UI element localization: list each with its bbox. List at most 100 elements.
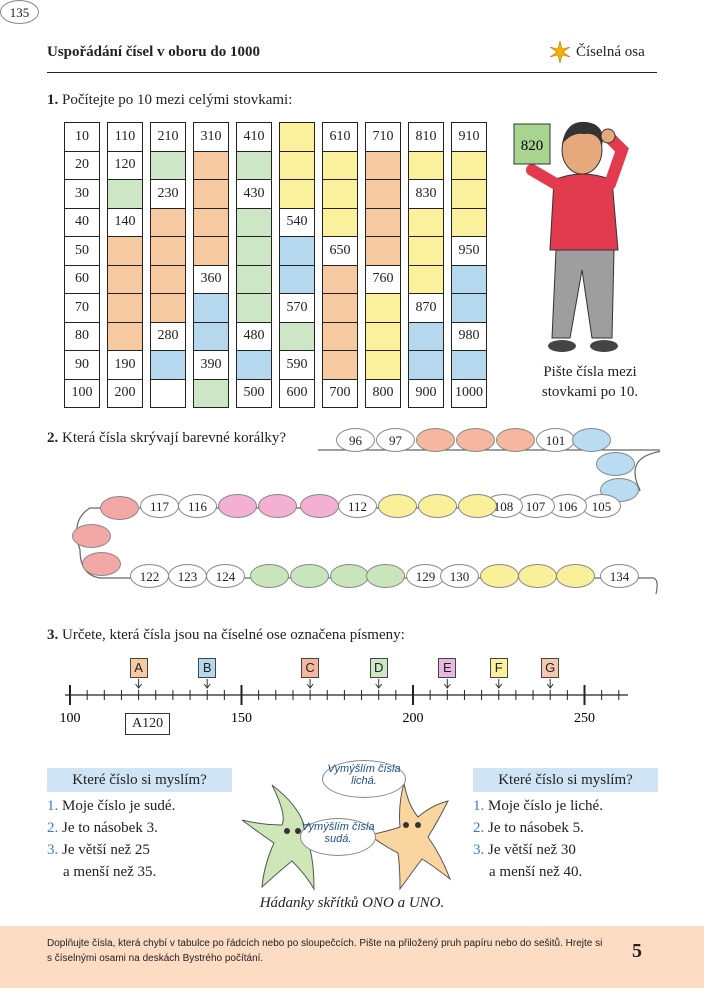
letter-arrow (203, 679, 211, 689)
puzzle-right-item-cont: a menší než 40. (489, 864, 583, 880)
bead: 124 (206, 564, 245, 588)
table-cell (236, 350, 272, 380)
task1-heading: 1. Počítejte po 10 mezi celými stovkami: (47, 92, 292, 109)
bead (300, 494, 339, 518)
table-cell: 430 (236, 179, 272, 209)
letter-arrow (135, 679, 142, 689)
boy-illustration: 820 (510, 110, 650, 360)
bead (218, 494, 257, 518)
tick-label: 100 (60, 711, 81, 726)
task3-number: 3. (47, 627, 59, 643)
puzzle-left-list: 1. Moje číslo je sudé. 2. Je to násobek … (47, 795, 175, 883)
table-cell (150, 378, 186, 408)
table-cell (193, 321, 229, 351)
table-cell (150, 293, 186, 323)
number-line: 100 150 200 250 (60, 679, 628, 726)
letter-arrow (546, 679, 554, 689)
task2-heading: 2. Která čísla skrývají barevné korálky? (47, 430, 286, 447)
task3-text: Určete, která čísla jsou na číselné ose … (62, 627, 405, 643)
table-cell: 800 (365, 378, 401, 408)
task1-note: Pište čísla mezi stovkami po 10. (541, 364, 639, 400)
tick-label: 150 (231, 711, 252, 726)
table-cell (408, 264, 444, 294)
table-cell (236, 264, 272, 294)
table-cell (408, 150, 444, 180)
page-title: Uspořádání čísel v oboru do 1000 (47, 44, 260, 60)
puzzle-right-title: Které číslo si myslím? (473, 768, 658, 792)
table-cell (365, 236, 401, 266)
table-cell (279, 236, 315, 266)
table-cell: 830 (408, 179, 444, 209)
table-cell (150, 264, 186, 294)
table-cell (279, 179, 315, 209)
table-cell (451, 179, 487, 209)
table-cell (193, 179, 229, 209)
puzzle-left-item: 2. Je to násobek 3. (47, 820, 158, 836)
table-cell (451, 207, 487, 237)
table-cell: 110 (107, 122, 143, 152)
table-cell (365, 150, 401, 180)
table-cell: 540 (279, 207, 315, 237)
table-cell: 190 (107, 350, 143, 380)
number-line-letter: E (438, 658, 457, 678)
table-cell (365, 293, 401, 323)
bead: 112 (338, 494, 377, 518)
letter-arrow (306, 679, 314, 689)
bead (82, 552, 121, 576)
table-cell (451, 264, 487, 294)
table-cell (107, 236, 143, 266)
table-cell (451, 150, 487, 180)
task1-text: Počítejte po 10 mezi celými stovkami: (62, 92, 293, 108)
bead (496, 428, 535, 452)
table-cell (365, 350, 401, 380)
table-cell (107, 264, 143, 294)
table-cell (408, 236, 444, 266)
bead (572, 428, 611, 452)
table-cell (322, 264, 358, 294)
puzzle-right-item: 3. Je větší než 30 (473, 842, 576, 858)
table-cell: 200 (107, 378, 143, 408)
table-cell (236, 236, 272, 266)
table-cell: 230 (150, 179, 186, 209)
table-cell: 590 (279, 350, 315, 380)
table-cell (451, 293, 487, 323)
tick-label: 250 (574, 711, 595, 726)
bead (258, 494, 297, 518)
section-label: Číselná osa (576, 44, 645, 60)
table-cell: 1000 (451, 378, 487, 408)
answer-example: A120 (125, 713, 171, 735)
table-cell: 100 (64, 378, 100, 408)
number-line-letter: D (369, 658, 388, 678)
page-number: 5 (632, 940, 642, 962)
table-cell: 10 (64, 122, 100, 152)
table-cell (107, 321, 143, 351)
footer-text: Doplňujte čísla, která chybí v tabulce p… (47, 938, 603, 964)
table-cell: 570 (279, 293, 315, 323)
bead: 116 (178, 494, 217, 518)
table-cell: 980 (451, 321, 487, 351)
table-cell: 90 (64, 350, 100, 380)
table-cell: 20 (64, 150, 100, 180)
table-cell: 810 (408, 122, 444, 152)
table-cell: 120 (107, 150, 143, 180)
table-cell (150, 207, 186, 237)
table-cell: 760 (365, 264, 401, 294)
table-cell: 910 (451, 122, 487, 152)
table-cell (193, 293, 229, 323)
table-cell: 360 (193, 264, 229, 294)
puzzle-left-item-cont: a menší než 35. (63, 864, 157, 880)
table-cell: 280 (150, 321, 186, 351)
table-cell (322, 321, 358, 351)
table-cell: 60 (64, 264, 100, 294)
number-line-letter: A (129, 658, 148, 678)
bead-string (76, 449, 660, 595)
puzzle-right-item: 1. Moje číslo je liché. (473, 798, 603, 814)
task3-heading: 3. Určete, která čísla jsou na číselné o… (47, 627, 405, 644)
table-cell (279, 122, 315, 152)
star-characters (241, 782, 452, 891)
table-cell: 70 (64, 293, 100, 323)
header-rule (47, 72, 657, 73)
boy-card-number: 820 (521, 138, 544, 154)
table-cell (365, 179, 401, 209)
tick-label: 200 (403, 711, 424, 726)
